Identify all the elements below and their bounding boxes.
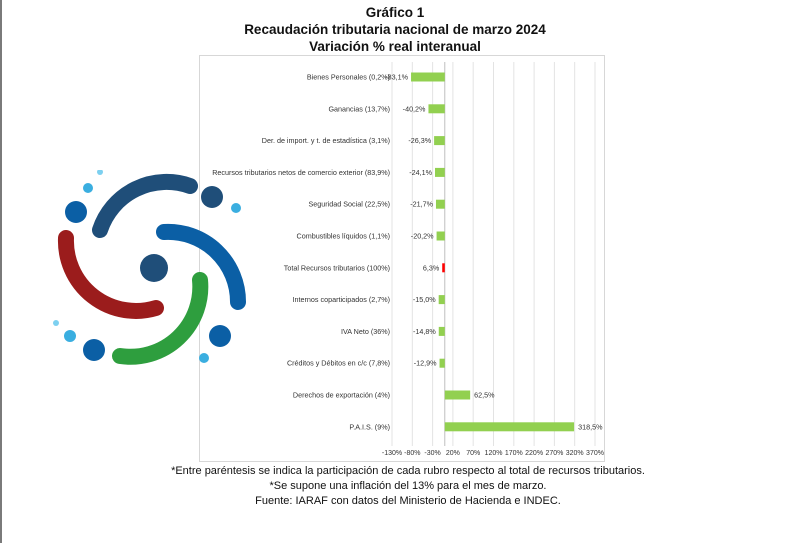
x-tick-label: 320% <box>566 450 584 457</box>
category-label: Combustibles líquidos (1,1%) <box>297 232 390 241</box>
page-left-border <box>0 0 2 543</box>
watermark-logo-icon <box>53 170 247 365</box>
data-label: -83,1% <box>385 73 408 82</box>
category-label: Der. de import. y t. de estadística (3,1… <box>262 136 390 145</box>
bar <box>434 136 445 146</box>
bar <box>428 104 445 114</box>
data-label: -20,2% <box>411 232 434 241</box>
chart-title-block: Gráfico 1 Recaudación tributaria naciona… <box>0 4 790 55</box>
data-label: 62,5% <box>474 391 495 400</box>
bar <box>442 263 445 273</box>
bar <box>436 231 445 241</box>
category-label: IVA Neto (36%) <box>341 327 390 336</box>
x-tick-label: -80% <box>404 450 420 457</box>
x-tick-label: 270% <box>545 450 563 457</box>
chart-title-line-1: Gráfico 1 <box>365 5 425 20</box>
data-label: -12,9% <box>414 359 437 368</box>
chart-notes: *Entre paréntesis se indica la participa… <box>0 464 790 509</box>
data-label: -26,3% <box>408 136 431 145</box>
note-participation: *Entre paréntesis se indica la participa… <box>171 465 645 477</box>
chart-title-line-3: Variación % real interanual <box>309 39 481 54</box>
data-label: 6,3% <box>423 263 440 272</box>
x-tick-label: 70% <box>466 450 480 457</box>
x-tick-label: 370% <box>586 450 604 457</box>
bar <box>438 295 445 305</box>
bar <box>444 422 575 432</box>
category-label: Total Recursos tributarios (100%) <box>284 263 390 272</box>
category-label: Recursos tributarios netos de comercio e… <box>212 168 390 177</box>
data-label: -40,2% <box>403 104 426 113</box>
x-tick-label: 120% <box>485 450 503 457</box>
chart-title-line-2: Recaudación tributaria nacional de marzo… <box>244 22 546 37</box>
bar <box>435 199 445 209</box>
data-label: 318,5% <box>578 422 603 431</box>
category-label: P.A.I.S. (9%) <box>349 422 390 431</box>
bar <box>434 167 445 177</box>
bar-chart: Bienes Personales (0,2%)-83,1% Ganancias … <box>212 62 604 457</box>
bar <box>444 390 471 400</box>
data-label: -21,7% <box>410 200 433 209</box>
category-label: Derechos de exportación (4%) <box>293 391 390 400</box>
category-label: Ganancias (13,7%) <box>328 104 390 113</box>
x-tick-label: 220% <box>525 450 543 457</box>
x-tick-label: 20% <box>446 450 460 457</box>
chart-frame <box>199 55 605 462</box>
category-label: Bienes Personales (0,2%) <box>307 73 390 82</box>
note-source: Fuente: IARAF con datos del Ministerio d… <box>255 495 561 507</box>
x-tick-label: -30% <box>424 450 440 457</box>
data-label: -14,8% <box>413 327 436 336</box>
category-label: Créditos y Débitos en c/c (7,8%) <box>287 359 390 368</box>
data-label: -15,0% <box>413 295 436 304</box>
data-label: -24,1% <box>409 168 432 177</box>
bar <box>438 326 445 336</box>
note-inflation: *Se supone una inflación del 13% para el… <box>269 480 547 492</box>
x-tick-label: -130% <box>382 450 402 457</box>
x-tick-label: 170% <box>505 450 523 457</box>
category-label: Internos coparticipados (2,7%) <box>293 295 390 304</box>
category-label: Seguridad Social (22,5%) <box>308 200 390 209</box>
bar <box>439 358 445 368</box>
bar <box>411 72 445 82</box>
